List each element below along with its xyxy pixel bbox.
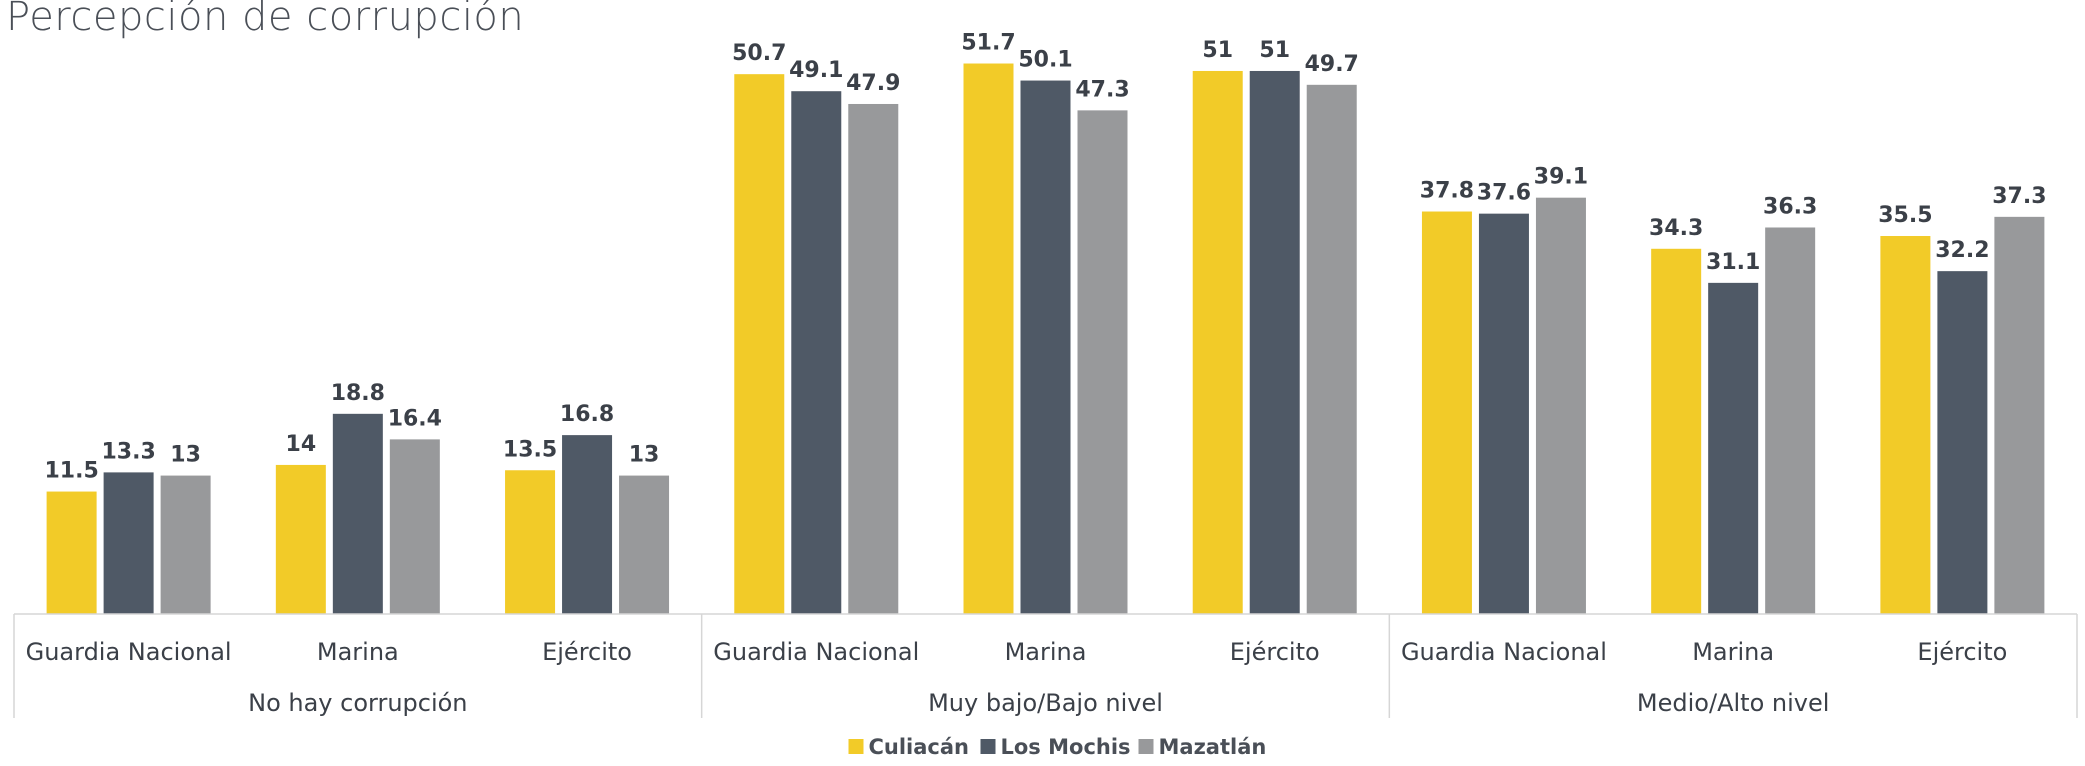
data-label: 16.8 [560, 402, 614, 427]
legend-label: Culiacán [869, 735, 970, 759]
data-label: 51 [1202, 38, 1233, 63]
bar-culiacán-5 [963, 63, 1014, 615]
bar-mazatlán-8 [1765, 227, 1816, 614]
data-labels-layer: 11.513.3 13 1418.816.413.516.81350.749.147… [44, 31, 2046, 484]
bar-culiacán-2 [275, 464, 326, 614]
bar-mazatlán-3 [619, 475, 670, 614]
data-label: 32.2 [1935, 238, 1989, 263]
bar-culiacán-3 [505, 470, 556, 614]
bar-los-mochis-7 [1478, 213, 1529, 614]
data-label: 36.3 [1763, 194, 1817, 219]
bar-los-mochis-8 [1708, 282, 1759, 614]
data-label: 39.1 [1534, 165, 1588, 190]
bar-culiacán-7 [1421, 211, 1472, 614]
category-label: Marina [317, 638, 399, 666]
data-label: 13 [629, 443, 660, 468]
category-label: Guardia Nacional [713, 638, 919, 666]
category-label: Marina [1692, 638, 1774, 666]
data-label: 51.7 [961, 31, 1015, 56]
data-label: 50.1 [1018, 48, 1072, 73]
bar-los-mochis-4 [791, 91, 842, 614]
category-axis: Guardia Nacional Marina Ejército No hay cor… [13, 613, 2078, 718]
bar-mazatlán-9 [1994, 216, 2045, 614]
data-label: 35.5 [1878, 203, 1932, 228]
category-label: Marina [1005, 638, 1087, 666]
bar-culiacán-4 [734, 74, 785, 614]
bar-culiacán-6 [1192, 70, 1243, 614]
data-label: 49.7 [1305, 52, 1359, 77]
group-label: No hay corrupción [248, 689, 467, 717]
bar-los-mochis-6 [1249, 70, 1300, 614]
data-label: 50.7 [732, 41, 786, 66]
data-label: 13.3 [101, 439, 155, 464]
data-label: 37.6 [1477, 181, 1531, 206]
data-label: 16.4 [388, 406, 442, 431]
category-label: Ejército [1230, 638, 1320, 666]
data-label: 37.8 [1420, 179, 1474, 204]
bar-los-mochis-9 [1937, 271, 1988, 614]
data-label: 11.5 [44, 459, 98, 484]
legend-label: Los Mochis [1001, 735, 1131, 759]
data-label: 37.3 [1992, 184, 2046, 209]
data-label: 49.1 [789, 58, 843, 83]
bar-los-mochis-5 [1020, 80, 1071, 615]
data-label: 47.9 [846, 71, 900, 96]
data-label: 13 [170, 443, 201, 468]
legend: Culiacán Los Mochis Mazatlán [848, 735, 1267, 759]
chart-title: Percepción de corrupción [6, 0, 525, 40]
data-label: 51 [1259, 38, 1290, 63]
bar-los-mochis-3 [562, 435, 613, 614]
category-label: Ejército [1917, 638, 2007, 666]
bar-mazatlán-5 [1077, 110, 1128, 615]
data-label: 31.1 [1706, 250, 1760, 275]
category-label: Guardia Nacional [26, 638, 232, 666]
bar-mazatlán-4 [848, 103, 899, 614]
legend-swatch [848, 739, 864, 754]
data-label: 34.3 [1649, 216, 1703, 241]
category-label: Guardia Nacional [1401, 638, 1607, 666]
bar-mazatlán-7 [1535, 197, 1586, 614]
legend-swatch [1138, 739, 1154, 754]
bars-layer [46, 63, 2045, 615]
data-label: 14 [286, 432, 317, 457]
data-label: 13.5 [503, 437, 557, 462]
category-label: Ejército [542, 638, 632, 666]
group-label: Muy bajo/Bajo nivel [928, 689, 1163, 717]
bar-culiacán-1 [46, 491, 97, 614]
bar-mazatlán-2 [389, 439, 440, 614]
data-label: 18.8 [331, 381, 385, 406]
bar-culiacán-9 [1880, 236, 1931, 614]
data-label: 47.3 [1075, 77, 1129, 102]
legend-swatch [980, 739, 996, 754]
bar-los-mochis-2 [332, 413, 383, 614]
bar-culiacán-8 [1651, 248, 1702, 614]
bar-mazatlán-1 [160, 475, 211, 614]
legend-label: Mazatlán [1159, 735, 1267, 759]
group-label: Medio/Alto nivel [1637, 689, 1829, 717]
bar-los-mochis-1 [103, 472, 154, 614]
bar-mazatlán-6 [1306, 84, 1357, 614]
